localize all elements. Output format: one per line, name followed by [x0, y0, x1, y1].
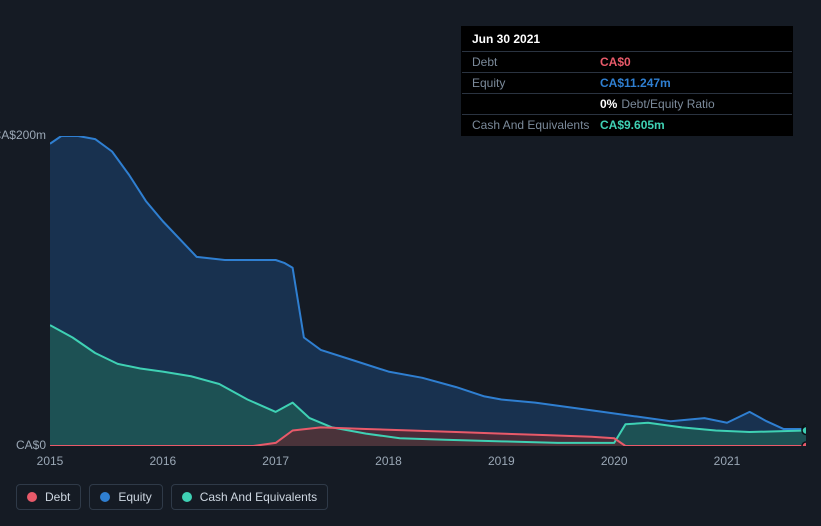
x-axis-label: 2015	[37, 454, 64, 468]
plot-area[interactable]	[50, 136, 806, 446]
tooltip-row-label: Equity	[472, 76, 600, 90]
legend-label: Debt	[45, 490, 70, 504]
chart-svg	[50, 136, 806, 446]
tooltip-row-label	[472, 97, 600, 111]
x-axis-label: 2020	[601, 454, 628, 468]
tooltip-row-value: CA$9.605m	[600, 118, 665, 132]
series-marker-cash	[802, 427, 806, 435]
tooltip-row-value: CA$11.247m	[600, 76, 671, 90]
tooltip-row: DebtCA$0	[462, 52, 792, 73]
tooltip-row-value: 0%Debt/Equity Ratio	[600, 97, 715, 111]
tooltip-row: Cash And EquivalentsCA$9.605m	[462, 115, 792, 135]
legend-dot-icon	[27, 492, 37, 502]
tooltip-date: Jun 30 2021	[462, 27, 792, 52]
legend-item-debt[interactable]: Debt	[16, 484, 81, 510]
legend-dot-icon	[100, 492, 110, 502]
legend-dot-icon	[182, 492, 192, 502]
tooltip-row-value: CA$0	[600, 55, 631, 69]
legend-item-equity[interactable]: Equity	[89, 484, 162, 510]
x-axis-label: 2019	[488, 454, 515, 468]
tooltip-row: EquityCA$11.247m	[462, 73, 792, 94]
y-axis-label: CA$0	[0, 438, 46, 452]
x-axis-label: 2021	[714, 454, 741, 468]
tooltip-row-label: Debt	[472, 55, 600, 69]
chart-tooltip: Jun 30 2021 DebtCA$0EquityCA$11.247m0%De…	[461, 26, 793, 136]
legend-label: Cash And Equivalents	[200, 490, 317, 504]
x-axis-label: 2017	[262, 454, 289, 468]
y-axis-label: CA$200m	[0, 128, 46, 142]
chart-legend: Debt Equity Cash And Equivalents	[16, 484, 328, 510]
legend-item-cash[interactable]: Cash And Equivalents	[171, 484, 328, 510]
tooltip-row: 0%Debt/Equity Ratio	[462, 94, 792, 115]
tooltip-row-label: Cash And Equivalents	[472, 118, 600, 132]
financials-chart: Jun 30 2021 DebtCA$0EquityCA$11.247m0%De…	[16, 16, 805, 510]
x-axis-label: 2016	[149, 454, 176, 468]
x-axis-label: 2018	[375, 454, 402, 468]
tooltip-row-suffix: Debt/Equity Ratio	[621, 97, 714, 111]
legend-label: Equity	[118, 490, 151, 504]
